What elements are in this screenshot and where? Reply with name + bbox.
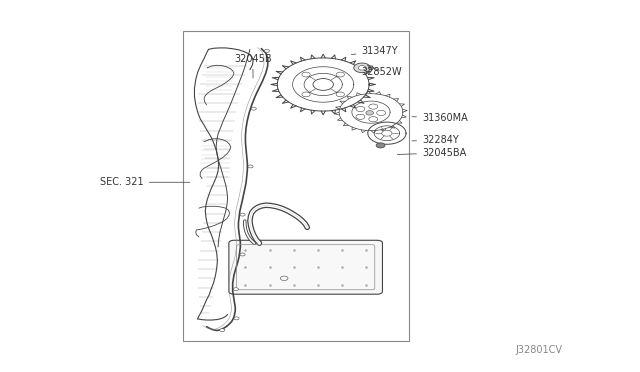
- Text: 32045BA: 32045BA: [397, 148, 466, 158]
- Text: 31347Y: 31347Y: [351, 46, 398, 56]
- Text: 32852W: 32852W: [362, 65, 402, 77]
- Circle shape: [240, 253, 245, 256]
- FancyBboxPatch shape: [229, 240, 383, 294]
- Text: 31360MA: 31360MA: [412, 113, 468, 123]
- Circle shape: [234, 288, 239, 291]
- Circle shape: [248, 165, 253, 168]
- Circle shape: [251, 107, 256, 110]
- Circle shape: [382, 130, 392, 136]
- Text: J32801CV: J32801CV: [515, 345, 562, 355]
- Circle shape: [376, 143, 385, 148]
- Circle shape: [234, 317, 239, 320]
- Circle shape: [366, 111, 374, 115]
- Bar: [183, 31, 409, 341]
- Text: 32045B: 32045B: [234, 54, 271, 78]
- Circle shape: [336, 92, 344, 97]
- Circle shape: [240, 213, 245, 216]
- Circle shape: [220, 329, 225, 332]
- Text: 32284Y: 32284Y: [412, 135, 459, 145]
- Circle shape: [302, 92, 310, 97]
- Circle shape: [313, 78, 333, 90]
- Text: SEC. 321: SEC. 321: [100, 177, 190, 187]
- Circle shape: [302, 72, 310, 77]
- Circle shape: [358, 65, 366, 70]
- Circle shape: [354, 63, 371, 73]
- Circle shape: [336, 72, 344, 77]
- Circle shape: [264, 49, 269, 52]
